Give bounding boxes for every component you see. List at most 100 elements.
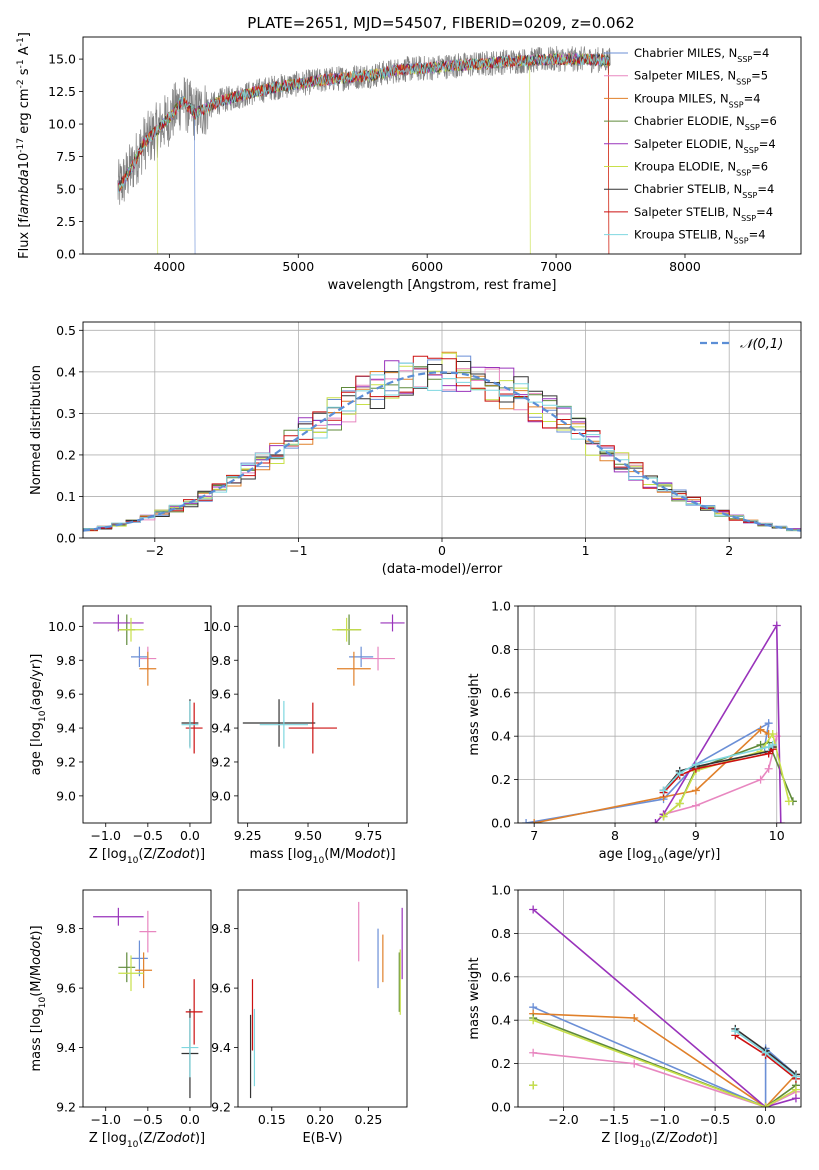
y-tick-label: 9.6	[211, 687, 231, 702]
y-tick-label: 0.6	[491, 685, 511, 700]
mass-vs-Z-xlabel: Z [log10(Z/Zodot)]	[89, 1131, 205, 1150]
x-tick-label: 8000	[669, 259, 701, 274]
x-tick-label: 0.0	[180, 1112, 200, 1127]
residuals-plot-area	[83, 351, 801, 532]
x-tick-label: 0.20	[306, 1112, 334, 1127]
errorbar-point	[93, 614, 144, 632]
mass-weight-marker	[791, 1094, 800, 1103]
model-spectrum-line	[118, 52, 610, 193]
age-vs-Z-xlabel: Z [log10(Z/Zodot)]	[89, 847, 205, 866]
mass-weight-marker	[784, 797, 793, 806]
age-vs-Z-plot-area	[93, 614, 203, 754]
y-tick-label: 0.0	[56, 531, 76, 546]
x-tick-label: −1.0	[649, 1112, 679, 1127]
y-tick-label: 0.5	[56, 323, 76, 338]
mass-weight-marker	[659, 786, 668, 795]
mass-vs-Z-ylabel: mass [log10(M/Modot)]	[29, 925, 48, 1071]
massweight-vs-age-ylabel: mass weight	[467, 673, 482, 755]
errorbar-point	[131, 646, 148, 668]
y-tick-label: 0.4	[491, 729, 511, 744]
errorbar-point	[242, 699, 316, 747]
y-tick-label: 0.6	[491, 969, 511, 984]
residual-legend: 𝒩(0,1)	[700, 337, 783, 352]
x-tick-label: −2	[146, 543, 164, 558]
errorbar-point	[118, 955, 144, 992]
age-vs-Z-panel: −1.0 −0.5 0.0 9.0 9.2 9.4 9.6 9.8 10.0 Z [log10(Z…	[29, 605, 212, 866]
errorbar-point	[185, 979, 203, 1045]
mass-weight-marker	[761, 1103, 770, 1107]
legend-entry: Salpeter ELODIE, NSSP=4	[634, 137, 776, 155]
mass-weight-marker	[764, 743, 773, 752]
legend-entry: Kroupa ELODIE, NSSP=6	[634, 160, 768, 178]
residuals-ylabel: Normed distribution	[29, 365, 44, 495]
age-vs-Z-ylabel: age [log10(age/yr)]	[29, 654, 48, 776]
x-tick-label: 0.0	[180, 828, 200, 843]
x-tick-label: 2	[725, 543, 733, 558]
age-vs-mass-xlabel: mass [log10(M/Modot)]	[249, 847, 395, 866]
x-tick-label: 7000	[540, 259, 572, 274]
x-tick-label: −2.0	[548, 1112, 578, 1127]
y-tick-label: 9.6	[56, 687, 76, 702]
y-tick-label: 9.8	[211, 653, 231, 668]
residuals-panel: −2 −1 0 1 2 0.0 0.1 0.2 0.3 0.4 0.5 (data-model)/er…	[29, 321, 802, 577]
y-tick-label: 5.0	[56, 182, 76, 197]
errorbar-point	[336, 651, 371, 686]
mass-weight-marker	[764, 719, 773, 728]
mass-weight-series-line	[532, 1006, 797, 1107]
errorbar-point	[332, 617, 362, 642]
y-tick-label: 9.6	[56, 981, 76, 996]
massweight-vs-age-plot-area	[522, 621, 797, 823]
residual-histogram-step	[83, 362, 801, 531]
mass-weight-marker	[529, 1081, 538, 1090]
x-tick-label: 9.25	[234, 828, 262, 843]
gaussian-curve	[83, 371, 801, 532]
spectrum-xlabel: wavelength [Angstrom, rest frame]	[328, 278, 557, 293]
y-tick-label: 1.0	[491, 599, 511, 614]
massweight-vs-age-xlabel: age [log10(age/yr)]	[599, 847, 721, 866]
x-tick-label: 6000	[411, 259, 443, 274]
errorbar-point	[288, 702, 337, 754]
y-tick-label: 0.8	[491, 926, 511, 941]
y-tick-label: 9.4	[211, 721, 231, 736]
y-tick-label: 10.0	[48, 117, 76, 132]
y-tick-label: 0.2	[491, 1056, 511, 1071]
legend-entry: Chabrier MILES, NSSP=4	[634, 46, 769, 64]
y-tick-label: 0.2	[56, 447, 76, 462]
x-tick-label: 0	[438, 543, 446, 558]
errorbar-point	[139, 651, 157, 686]
errorbar-point	[185, 702, 203, 754]
mass-weight-marker	[756, 775, 765, 784]
mass-weight-series-line	[533, 1052, 797, 1107]
spectrum-legend: Chabrier MILES, NSSP=4 Salpeter MILES, NS…	[604, 46, 777, 245]
x-tick-label: 7	[530, 828, 538, 843]
y-tick-label: 9.4	[211, 1040, 231, 1055]
figure-title: PLATE=2651, MJD=54507, FIBERID=0209, z=0…	[247, 14, 634, 32]
y-tick-label: 0.3	[56, 406, 76, 421]
legend-entry: Kroupa MILES, NSSP=4	[634, 91, 761, 109]
x-tick-label: 10	[769, 828, 785, 843]
y-tick-label: 0.2	[491, 772, 511, 787]
y-tick-label: 10.0	[203, 619, 231, 634]
mass-weight-marker	[691, 786, 700, 795]
x-tick-label: 8	[611, 828, 619, 843]
y-tick-label: 9.0	[56, 788, 76, 803]
spectrum-ylabel: Flux [flambda10-17 erg cm-2 s-1 A-1]	[16, 32, 32, 259]
mass-weight-marker	[651, 819, 660, 823]
residual-histogram-step	[83, 355, 801, 531]
mass-weight-marker	[691, 801, 700, 810]
massweight-vs-age-panel: 7 8 9 10 0.0 0.2 0.4 0.6 0.8 1.0 age [log10(age/yr…	[467, 599, 802, 866]
mass-weight-marker	[791, 1072, 800, 1081]
y-tick-label: 9.0	[211, 788, 231, 803]
y-tick-label: 9.2	[56, 754, 76, 769]
errorbar-point	[361, 646, 395, 671]
mass-weight-marker	[768, 730, 777, 739]
x-tick-label: 1	[582, 543, 590, 558]
mass-weight-marker	[530, 819, 539, 823]
mass-weight-marker	[659, 812, 668, 821]
mass-weight-marker	[691, 760, 700, 769]
y-tick-label: 9.8	[56, 653, 76, 668]
y-tick-label: 7.5	[56, 149, 76, 164]
errorbar-point	[118, 952, 136, 983]
spectrum-plot-area	[117, 46, 611, 254]
